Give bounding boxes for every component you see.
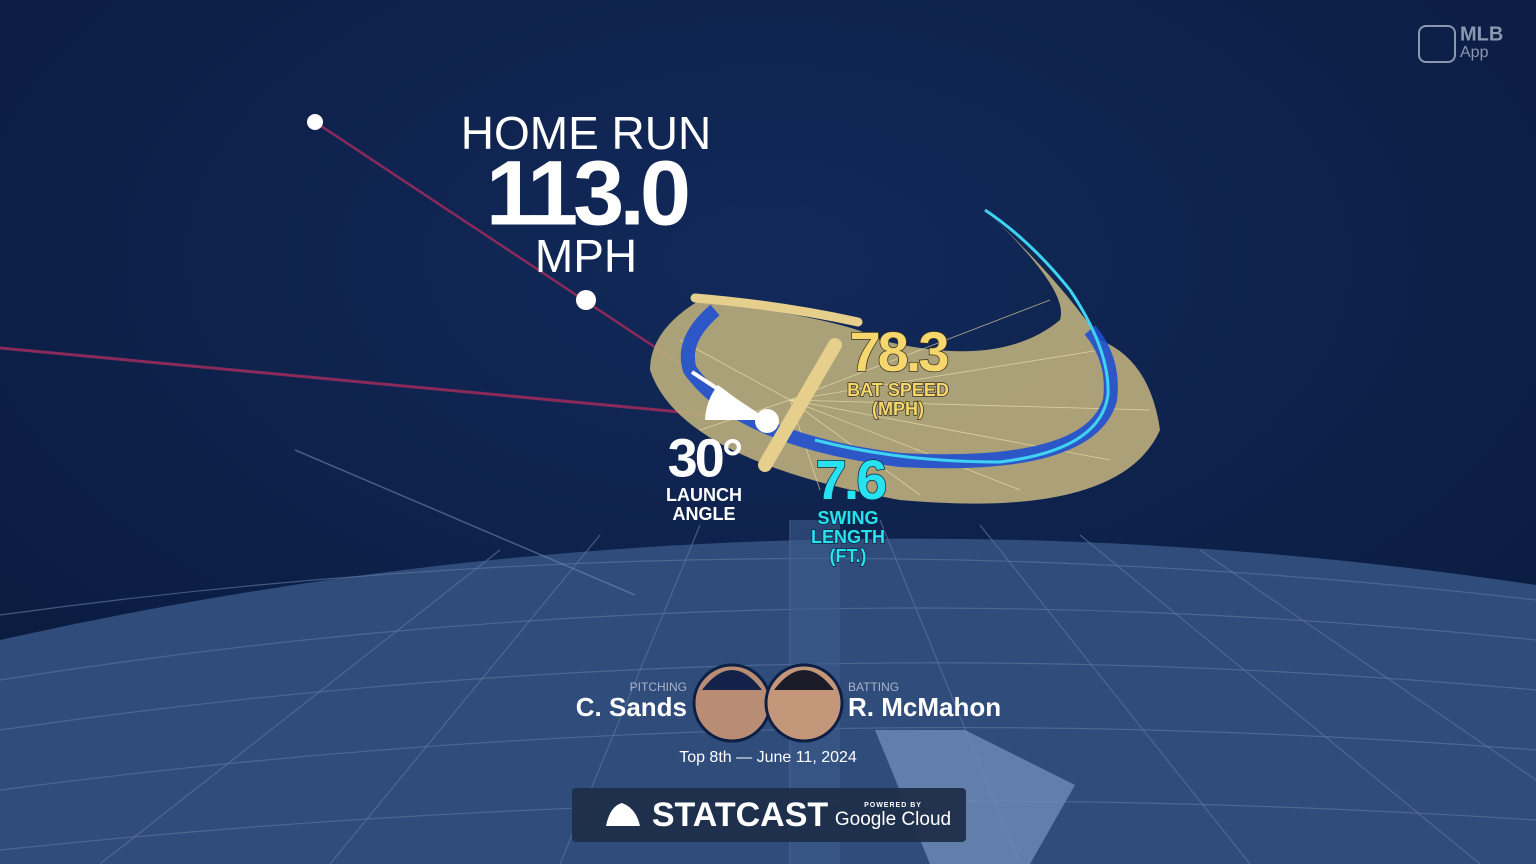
bat-speed-label: BAT SPEED xyxy=(847,380,949,400)
ball xyxy=(307,114,323,130)
field-grid xyxy=(0,519,1536,864)
statcast-logo xyxy=(606,803,640,826)
game-context: Top 8th — June 11, 2024 xyxy=(679,749,857,766)
launch-angle-value: 30° xyxy=(668,428,742,488)
swing-arc xyxy=(680,304,1118,469)
statcast-brand: STATCAST xyxy=(652,796,829,834)
ball xyxy=(576,290,596,310)
bat-speed-value: 78.3 xyxy=(850,320,949,383)
swing-length-value: 7.6 xyxy=(816,448,887,511)
logo-product: App xyxy=(1460,44,1489,61)
pitcher-name: C. Sands xyxy=(576,692,687,722)
launch-angle-arrow xyxy=(690,370,767,422)
batter-cap xyxy=(774,670,834,690)
pitcher-role: PITCHING xyxy=(630,680,687,694)
contact-point xyxy=(755,409,779,433)
result-title: HOME RUN xyxy=(461,107,711,159)
swing-length-path xyxy=(814,208,1110,464)
statcast-badge xyxy=(572,788,966,842)
powered-by: POWERED BY xyxy=(864,802,922,809)
exit-velocity: 113.0 xyxy=(486,142,688,244)
swing-length-unit: (FT.) xyxy=(830,546,867,566)
shadow-path xyxy=(294,449,636,596)
pitcher-cap xyxy=(702,670,762,690)
batter-name: R. McMahon xyxy=(848,692,1001,722)
launch-angle-label: LAUNCH xyxy=(666,485,742,505)
batter-role: BATTING xyxy=(848,680,899,694)
launch-angle-label: ANGLE xyxy=(673,504,736,524)
mlb-logo xyxy=(1418,25,1456,63)
partner: Google Cloud xyxy=(835,809,951,830)
logo-brand: MLB xyxy=(1460,23,1503,45)
swing-length-label: LENGTH xyxy=(811,527,885,547)
swing-length-label: SWING xyxy=(818,508,879,528)
bat xyxy=(758,338,842,472)
bat xyxy=(690,293,863,327)
pitch-path xyxy=(0,346,766,422)
exit-velocity-unit: MPH xyxy=(535,230,637,282)
bat-speed-unit: (MPH) xyxy=(872,399,924,419)
